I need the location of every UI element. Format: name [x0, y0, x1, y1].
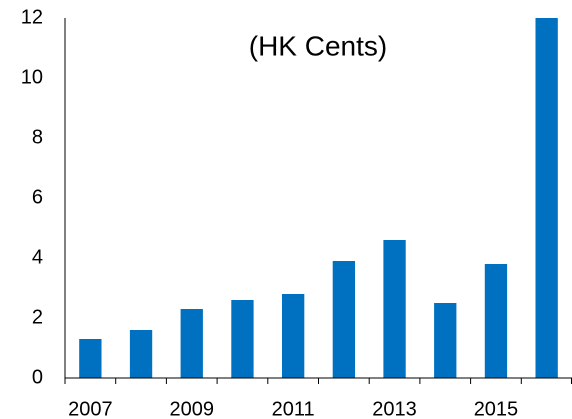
bar [535, 18, 558, 378]
y-tick-label: 12 [21, 6, 43, 28]
x-tick-label: 2015 [474, 398, 519, 419]
bar [79, 339, 102, 378]
chart-title: (HK Cents) [249, 30, 387, 61]
y-tick-label: 10 [21, 66, 43, 88]
bar [180, 309, 203, 378]
x-tick-label: 2007 [68, 398, 113, 419]
y-tick-label: 0 [32, 366, 43, 388]
y-tick-label: 6 [32, 186, 43, 208]
bar [484, 264, 508, 378]
bar [383, 240, 406, 378]
x-tick-label: 2011 [272, 398, 315, 419]
y-tick-label: 8 [32, 126, 43, 148]
bar [231, 300, 254, 378]
bar [281, 294, 305, 378]
bar [129, 330, 153, 378]
bar [434, 303, 457, 378]
bar [332, 261, 356, 378]
y-tick-label: 2 [32, 306, 43, 328]
x-tick-label: 2013 [372, 398, 417, 419]
x-tick-label: 2009 [170, 398, 215, 419]
y-tick-label: 4 [32, 246, 43, 268]
